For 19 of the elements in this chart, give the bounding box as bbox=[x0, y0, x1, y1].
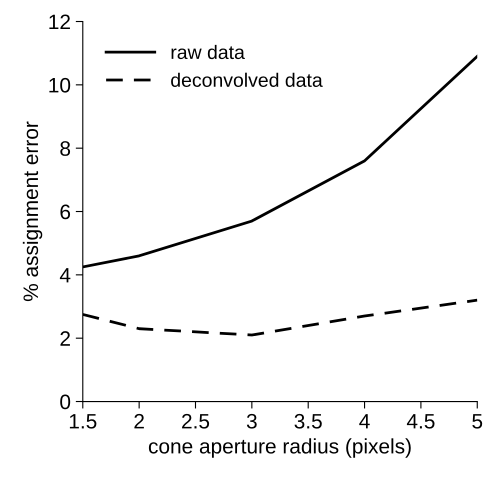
x-tick-label: 1.5 bbox=[70, 414, 96, 429]
x-tick-label: 3 bbox=[246, 414, 257, 429]
y-tick-label: 2 bbox=[60, 331, 70, 346]
y-tick-label: 12 bbox=[49, 14, 70, 30]
legend-label: deconvolved data bbox=[171, 72, 323, 87]
y-tick-label: 10 bbox=[49, 78, 70, 93]
x-tick-label: 5 bbox=[472, 414, 482, 429]
x-tick-label: 4.5 bbox=[406, 414, 435, 429]
y-tick-label: 6 bbox=[60, 204, 70, 220]
y-tick-label: 0 bbox=[60, 394, 70, 410]
legend-label: raw data bbox=[172, 44, 245, 60]
x-axis-title: cone aperture radius (pixels) bbox=[148, 438, 411, 458]
y-axis-title: % assignment error bbox=[22, 122, 42, 302]
x-tick-label: 4 bbox=[359, 414, 370, 428]
y-tick-label: 8 bbox=[60, 141, 70, 156]
x-tick-label: 2.5 bbox=[182, 414, 210, 429]
x-tick-label: 2 bbox=[134, 414, 144, 428]
y-tick-label: 4 bbox=[60, 268, 70, 282]
x-tick-label: 3.5 bbox=[294, 414, 322, 429]
